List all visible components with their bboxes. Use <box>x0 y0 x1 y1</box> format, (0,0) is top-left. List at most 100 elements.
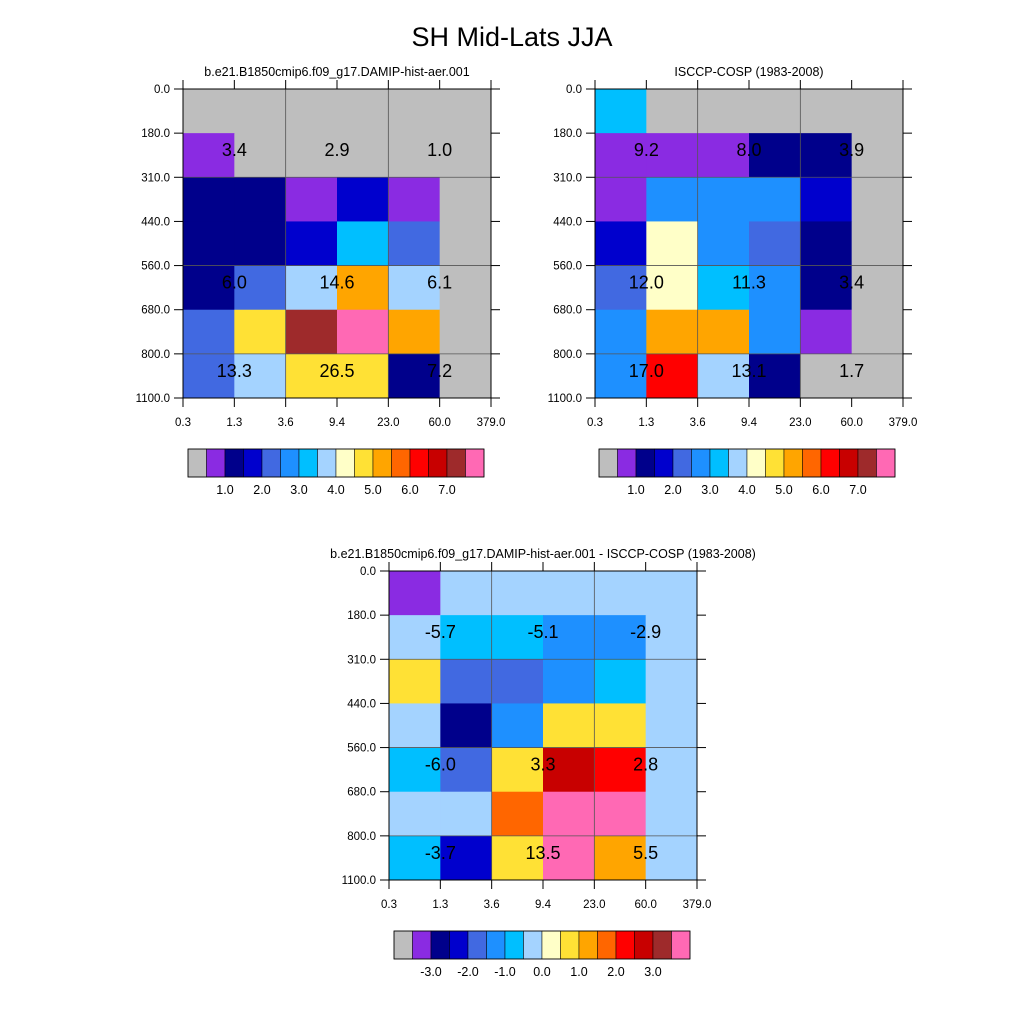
y-tick-label: 180.0 <box>141 128 170 140</box>
colorbar-swatch <box>598 448 618 478</box>
cell-value-label: 9.2 <box>634 140 659 160</box>
heatmap-cell <box>285 221 338 267</box>
heatmap-cell <box>440 791 493 837</box>
heatmap-cell <box>388 89 441 134</box>
colorbar-label: 0.0 <box>533 965 550 979</box>
colorbar-swatch <box>261 448 281 478</box>
heatmap-cell <box>285 265 338 311</box>
heatmap-cell <box>285 309 338 355</box>
panel-title: b.e21.B1850cmip6.f09_g17.DAMIP-hist-aer.… <box>330 547 756 561</box>
heatmap-cell <box>645 571 698 616</box>
x-tick-label: 379.0 <box>889 417 918 429</box>
colorbar-label: 3.0 <box>701 483 718 497</box>
heatmap-cell <box>183 89 235 134</box>
heatmap-cell <box>389 835 441 881</box>
y-tick-label: 310.0 <box>347 654 376 666</box>
heatmap-cell <box>234 89 287 134</box>
x-tick-label: 379.0 <box>683 899 712 911</box>
heatmap-cell <box>594 703 647 749</box>
x-tick-label: 23.0 <box>583 899 605 911</box>
cell-value-label: 14.6 <box>319 273 354 293</box>
heatmap-cell <box>388 309 441 355</box>
colorbar-swatch <box>672 448 692 478</box>
heatmap-cell <box>800 133 853 178</box>
cell-value-label: -3.7 <box>425 843 456 863</box>
heatmap-cell <box>183 265 235 311</box>
heatmap-cell <box>543 659 595 704</box>
heatmap-cell <box>800 353 853 399</box>
heatmap-cell <box>439 89 492 134</box>
cell-value-label: 13.3 <box>217 361 252 381</box>
y-tick-label: 0.0 <box>566 84 582 96</box>
colorbar-swatch <box>691 448 711 478</box>
heatmap-cell <box>749 133 801 178</box>
heatmap-cell <box>697 353 750 399</box>
y-tick-label: 440.0 <box>553 216 582 228</box>
colorbar-swatch <box>634 930 654 960</box>
colorbar-frame <box>598 448 896 478</box>
heatmap-cell <box>285 133 338 178</box>
colorbar-label: 6.0 <box>812 483 829 497</box>
cell-value-label: 1.7 <box>839 361 864 381</box>
heatmap-cell <box>851 133 904 178</box>
y-tick-label: 560.0 <box>141 261 170 273</box>
heatmap-cell <box>595 221 647 267</box>
colorbar-swatch <box>783 448 803 478</box>
heatmap-cell <box>595 177 647 222</box>
colorbar-label: 4.0 <box>738 483 755 497</box>
colorbar-swatch <box>857 448 877 478</box>
heatmap-cell <box>389 615 441 660</box>
heatmap-cell <box>234 221 287 267</box>
colorbar-label: 4.0 <box>327 483 344 497</box>
colorbar-swatch <box>412 930 432 960</box>
heatmap-cell <box>594 615 647 660</box>
y-tick-label: 800.0 <box>347 831 376 843</box>
heatmap-cell <box>646 221 699 267</box>
heatmap-cell <box>439 265 492 311</box>
colorbar-label: -1.0 <box>494 965 516 979</box>
heatmap-cell <box>183 221 235 267</box>
heatmap-cell <box>491 659 544 704</box>
colorbar-frame <box>393 930 691 960</box>
x-tick-label: 3.6 <box>484 899 500 911</box>
heatmap-cell <box>594 835 647 881</box>
x-tick-label: 379.0 <box>477 417 506 429</box>
heatmap-cell <box>800 221 853 267</box>
heatmap-cell <box>697 133 750 178</box>
cell-value-label: 2.8 <box>633 755 658 775</box>
heatmap-cell <box>337 89 389 134</box>
colorbar-label: -2.0 <box>457 965 479 979</box>
panel-1: b.e21.B1850cmip6.f09_g17.DAMIP-hist-aer.… <box>136 65 506 497</box>
heatmap-cell <box>594 791 647 837</box>
heatmap-cell <box>645 747 698 793</box>
y-tick-label: 800.0 <box>553 349 582 361</box>
cell-value-label: 3.4 <box>839 273 864 293</box>
heatmap-cell <box>389 791 441 837</box>
colorbar-swatch <box>617 448 637 478</box>
panel-3: b.e21.B1850cmip6.f09_g17.DAMIP-hist-aer.… <box>330 547 756 979</box>
cell-value-label: 11.3 <box>732 273 766 293</box>
heatmap-cell <box>800 89 853 134</box>
y-tick-label: 0.0 <box>154 84 170 96</box>
colorbar-swatch <box>635 448 655 478</box>
heatmap-cell <box>543 571 595 616</box>
x-tick-label: 23.0 <box>789 417 811 429</box>
heatmap-cell <box>697 221 750 267</box>
colorbar-swatch <box>802 448 822 478</box>
colorbar-swatch <box>465 448 485 478</box>
panels: b.e21.B1850cmip6.f09_g17.DAMIP-hist-aer.… <box>136 65 918 979</box>
heatmap-cell <box>234 353 287 399</box>
colorbar-swatch <box>876 448 896 478</box>
heatmap-cell <box>337 265 389 311</box>
x-tick-label: 1.3 <box>226 417 242 429</box>
heatmap-cell <box>439 309 492 355</box>
colorbar-swatch <box>839 448 859 478</box>
heatmap-cell <box>646 177 699 222</box>
colorbar-label: 5.0 <box>775 483 792 497</box>
heatmap-cell <box>646 353 699 399</box>
cell-value-label: 13.5 <box>525 843 560 863</box>
panel-title: b.e21.B1850cmip6.f09_g17.DAMIP-hist-aer.… <box>204 65 469 79</box>
cell-value-label: 6.1 <box>427 273 452 293</box>
y-tick-label: 560.0 <box>553 261 582 273</box>
colorbar-label: 1.0 <box>570 965 587 979</box>
